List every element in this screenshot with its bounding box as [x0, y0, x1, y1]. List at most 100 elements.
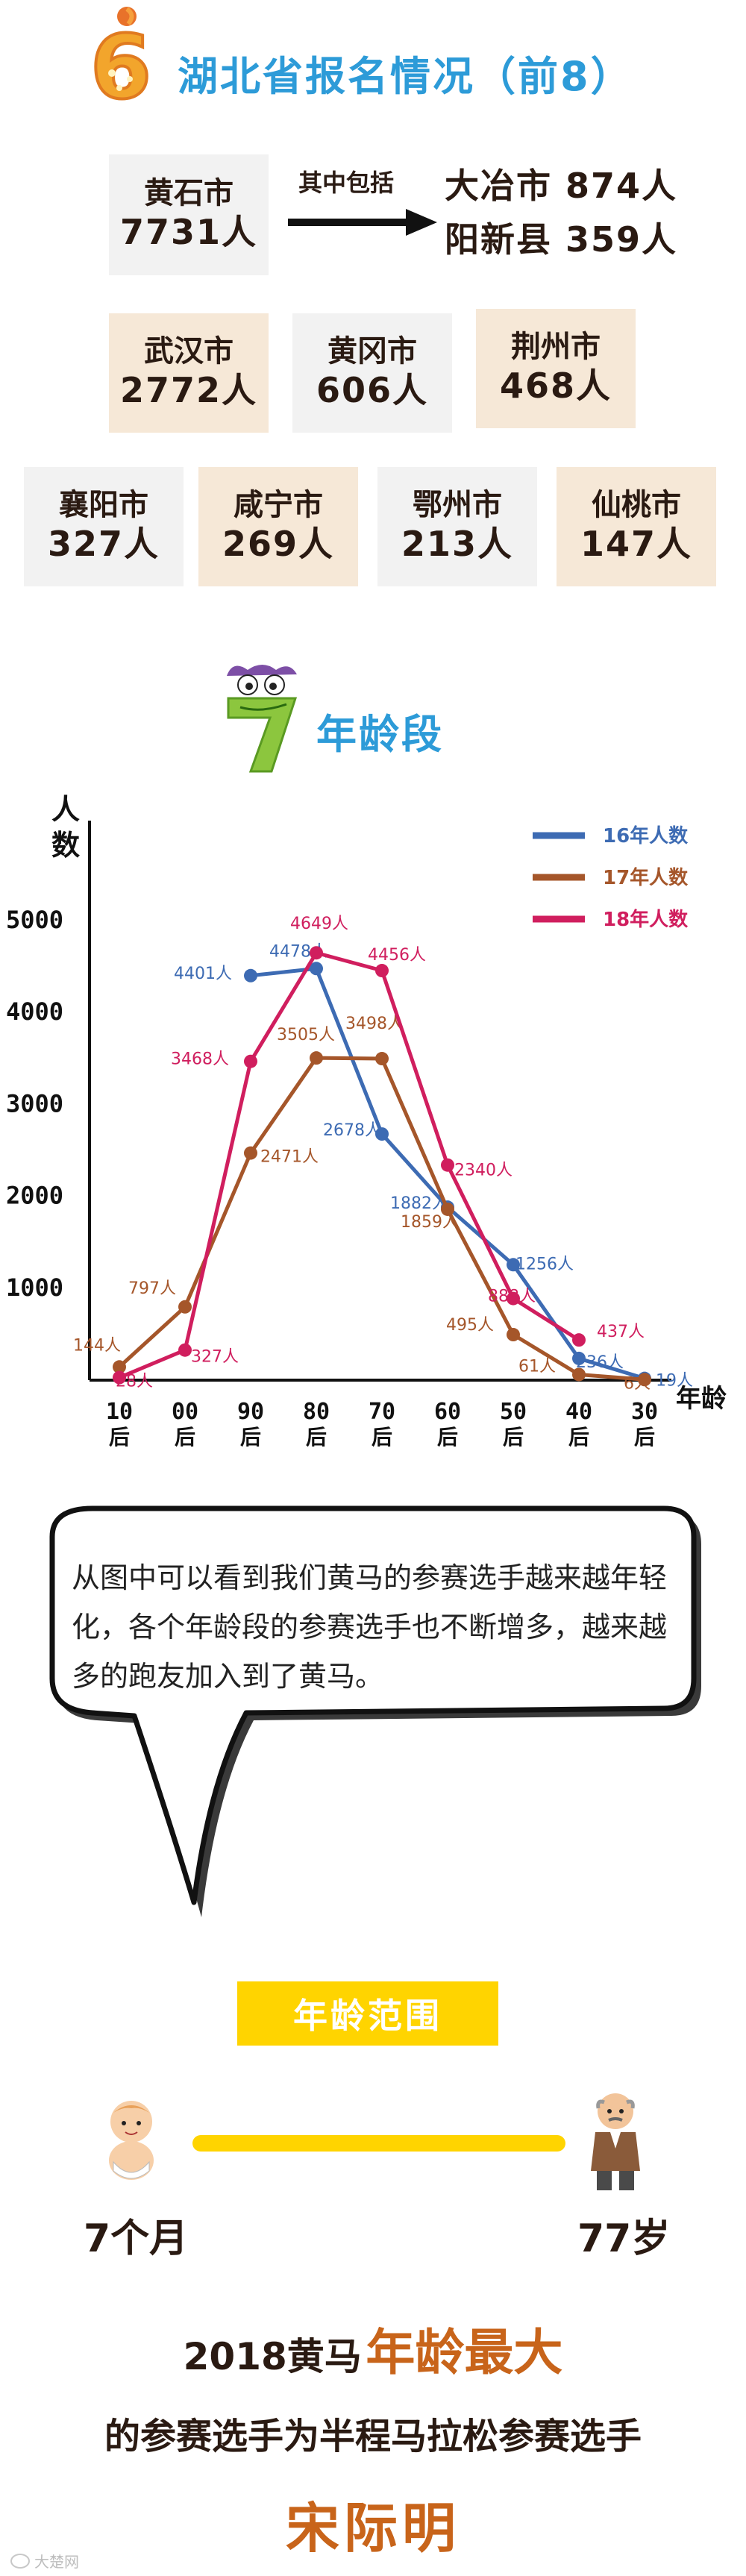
data-point [572, 1367, 586, 1382]
city-value: 269人 [222, 524, 335, 565]
data-label: 1882人 [390, 1194, 448, 1213]
age-min-label: 7个月 [84, 2216, 189, 2261]
city-value: 2772人 [119, 370, 258, 411]
data-label: 2340人 [454, 1162, 513, 1180]
data-point [310, 1051, 323, 1065]
data-point [244, 1054, 257, 1068]
y-tick-label: 3000 [6, 1089, 63, 1118]
data-point [178, 1300, 192, 1314]
data-point [244, 1146, 257, 1160]
x-tick-label: 00 [172, 1399, 198, 1425]
data-point [375, 1127, 389, 1141]
data-label: 6人 [624, 1374, 651, 1393]
data-label: 4649人 [290, 915, 348, 933]
city-value: 213人 [401, 524, 514, 565]
age-range-bar [192, 2135, 565, 2152]
oldest-highlight: 年龄最大 [366, 2324, 563, 2381]
data-label: 61人 [518, 1357, 556, 1376]
x-tick-label: 后 [503, 1425, 524, 1450]
x-tick-label: 后 [634, 1425, 655, 1450]
city-card-wuhan: 武汉市 2772人 [109, 313, 269, 433]
city-name: 鄂州市 [413, 488, 502, 523]
city-name: 黄冈市 [327, 334, 417, 369]
x-tick-label: 30 [631, 1399, 658, 1425]
data-label: 495人 [446, 1316, 494, 1335]
city-value: 606人 [316, 370, 429, 411]
includes-label: 其中包括 [298, 169, 395, 197]
y-tick-label: 1000 [6, 1273, 63, 1302]
city-name: 荆州市 [511, 330, 601, 365]
watermark: 大楚网 [10, 2550, 79, 2572]
series-line-3 [119, 950, 580, 1379]
age-max-label: 77岁 [577, 2216, 671, 2261]
data-label: 2678人 [323, 1121, 381, 1140]
data-point [638, 1373, 651, 1387]
data-point [572, 1351, 586, 1365]
age-range-pill: 年龄范围 [237, 1981, 498, 2046]
old-man-icon [591, 2093, 640, 2190]
y-axis-label: 数 [51, 829, 80, 862]
city-name: 襄阳市 [59, 488, 148, 523]
x-tick-label: 70 [369, 1399, 395, 1425]
arrow-right-icon [288, 209, 437, 236]
includes-line-1: 大冶市 874人 [445, 166, 678, 206]
city-name: 黄石市 [144, 176, 233, 211]
data-label: 2471人 [260, 1148, 319, 1167]
city-card-huanggang: 黄冈市 606人 [292, 313, 452, 433]
speech-bubble [49, 1505, 701, 1917]
x-tick-label: 50 [500, 1399, 527, 1425]
baby-icon [109, 2101, 154, 2180]
data-label: 1256人 [515, 1255, 574, 1273]
city-value: 327人 [47, 524, 160, 565]
city-value: 7731人 [119, 212, 258, 253]
section-6-number: 6 [90, 16, 151, 105]
data-label: 4401人 [174, 965, 232, 983]
data-point [507, 1258, 520, 1272]
data-label: 797人 [128, 1279, 176, 1298]
city-card-xiangyang: 襄阳市 327人 [24, 467, 184, 586]
data-label: 19人 [656, 1372, 693, 1391]
x-tick-label: 后 [109, 1425, 130, 1450]
data-point [375, 1052, 389, 1066]
oldest-line-1: 2018黄马 年龄最大 [0, 2313, 746, 2384]
data-point [375, 964, 389, 978]
legend-label: 16年人数 [603, 824, 689, 847]
section-6-title: 湖北省报名情况（前8） [178, 53, 633, 100]
data-point [441, 1158, 454, 1172]
y-tick-label: 4000 [6, 997, 63, 1026]
city-name: 咸宁市 [233, 488, 323, 523]
data-label: 4456人 [368, 946, 426, 965]
x-tick-label: 后 [240, 1425, 261, 1450]
y-axis-label: 人 [51, 793, 80, 826]
x-tick-label: 后 [437, 1425, 458, 1450]
data-label: 888人 [488, 1288, 536, 1306]
x-axis-label: 年龄 [676, 1384, 727, 1414]
y-tick-label: 5000 [6, 906, 63, 934]
x-tick-label: 后 [306, 1425, 327, 1450]
x-tick-label: 后 [175, 1425, 195, 1450]
data-label: 3498人 [345, 1015, 404, 1033]
oldest-name: 宋际明 [285, 2497, 460, 2560]
city-value: 147人 [580, 524, 693, 565]
y-tick-label: 2000 [6, 1182, 63, 1210]
city-card-xianning: 咸宁市 269人 [198, 467, 358, 586]
data-point [441, 1202, 454, 1216]
data-point [244, 968, 257, 983]
data-point [507, 1291, 520, 1306]
age-group-line-chart: 人数年龄5000400030002000100010后00后90后80后70后6… [6, 793, 727, 1450]
x-tick-label: 80 [303, 1399, 330, 1425]
data-label: 28人 [116, 1373, 153, 1391]
includes-line-2: 阳新县 359人 [445, 219, 678, 260]
data-point [507, 1328, 520, 1342]
x-tick-label: 90 [237, 1399, 264, 1425]
city-card-ezhou: 鄂州市 213人 [377, 467, 537, 586]
x-tick-label: 后 [372, 1425, 392, 1450]
section-7-number-badge: 7 [218, 659, 306, 779]
data-label: 144人 [73, 1336, 121, 1355]
data-point [572, 1333, 586, 1347]
oldest-line-2: 的参赛选手为半程马拉松参赛选手 [104, 2416, 642, 2457]
data-label: 1859人 [401, 1213, 459, 1232]
city-card-xiantao: 仙桃市 147人 [557, 467, 716, 586]
data-point [310, 962, 323, 976]
data-label: 236人 [576, 1353, 624, 1372]
